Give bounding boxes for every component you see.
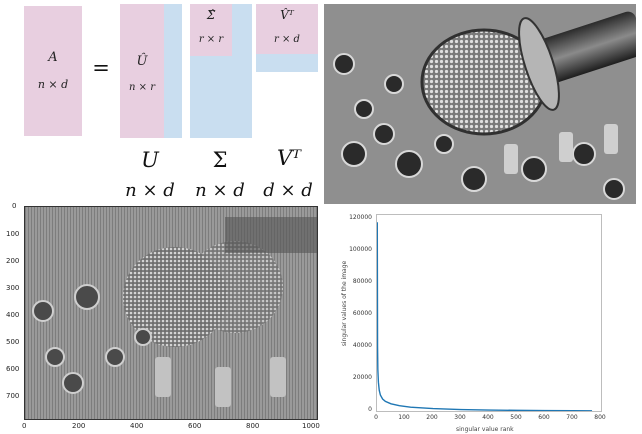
recon-ytick: 400 — [6, 311, 20, 319]
singular-value-xlabel: singular value rank — [456, 426, 514, 433]
recon-ytick: 600 — [6, 365, 20, 373]
singular-value-ytick: 100000 — [349, 246, 372, 253]
reconstructed-microphone — [25, 207, 317, 419]
singular-value-xtick: 300 — [454, 414, 466, 421]
label-sigma: Σ — [212, 148, 228, 172]
singular-value-ylabel: singular values of the image — [341, 260, 349, 347]
singular-value-xtick: 600 — [538, 414, 550, 421]
singular-value-xtick: 0 — [374, 414, 378, 421]
singular-value-ytick: 20000 — [352, 374, 372, 381]
matrix-u-hat-dims: n × r — [129, 82, 155, 93]
reconstructed-image — [24, 206, 318, 420]
equals-sign: = — [92, 56, 110, 80]
singular-value-xtick: 700 — [566, 414, 578, 421]
recon-xtick: 600 — [188, 422, 202, 430]
recon-ytick: 100 — [6, 230, 20, 238]
matrix-sigma-hat-label: Σ̂ — [206, 8, 216, 22]
dims-u: n × d — [125, 180, 175, 201]
recon-xtick: 400 — [130, 422, 144, 430]
matrix-sigma-hat-dims: r × r — [198, 34, 224, 45]
singular-value-ytick: 80000 — [352, 278, 372, 285]
matrix-vt-hat: V̂ᵀ r × d — [256, 4, 318, 54]
recon-xtick: 0 — [22, 422, 27, 430]
matrix-u-hat: Û n × r — [120, 4, 164, 138]
singular-value-xtick: 100 — [398, 414, 410, 421]
microphone-photo — [324, 4, 636, 204]
singular-value-curve-svg — [376, 222, 593, 412]
matrix-u-hat-label: Û — [136, 54, 148, 69]
matrix-a-label: A — [48, 50, 58, 65]
singular-value-xtick: 200 — [426, 414, 438, 421]
matrix-a: A n × d — [24, 6, 82, 136]
singular-value-ytick: 40000 — [352, 342, 372, 349]
singular-value-xtick: 400 — [482, 414, 494, 421]
singular-value-ytick: 120000 — [349, 214, 372, 221]
recon-ytick: 500 — [6, 338, 20, 346]
recon-ytick: 300 — [6, 284, 20, 292]
microphone-illustration — [324, 4, 636, 204]
singular-value-xtick: 800 — [594, 414, 606, 421]
singular-value-ytick: 0 — [368, 406, 372, 413]
matrix-sigma-hat: Σ̂ r × r — [190, 4, 232, 56]
label-u: U — [141, 148, 159, 172]
singular-value-ytick: 60000 — [352, 310, 372, 317]
singular-value-plot — [376, 214, 602, 412]
recon-ytick: 0 — [12, 202, 17, 210]
matrix-vt-hat-dims: r × d — [274, 34, 300, 45]
dims-vt: d × d — [263, 180, 313, 201]
recon-xtick: 200 — [72, 422, 86, 430]
label-vt: Vᵀ — [277, 146, 301, 170]
recon-xtick: 1000 — [302, 422, 320, 430]
singular-value-line — [376, 222, 593, 412]
matrix-a-dims: n × d — [37, 78, 69, 91]
dims-sigma: n × d — [195, 180, 245, 201]
matrix-vt-hat-label: V̂ᵀ — [280, 8, 294, 22]
recon-ytick: 700 — [6, 392, 20, 400]
recon-xtick: 800 — [246, 422, 260, 430]
recon-ytick: 200 — [6, 257, 20, 265]
singular-value-xtick: 500 — [510, 414, 522, 421]
